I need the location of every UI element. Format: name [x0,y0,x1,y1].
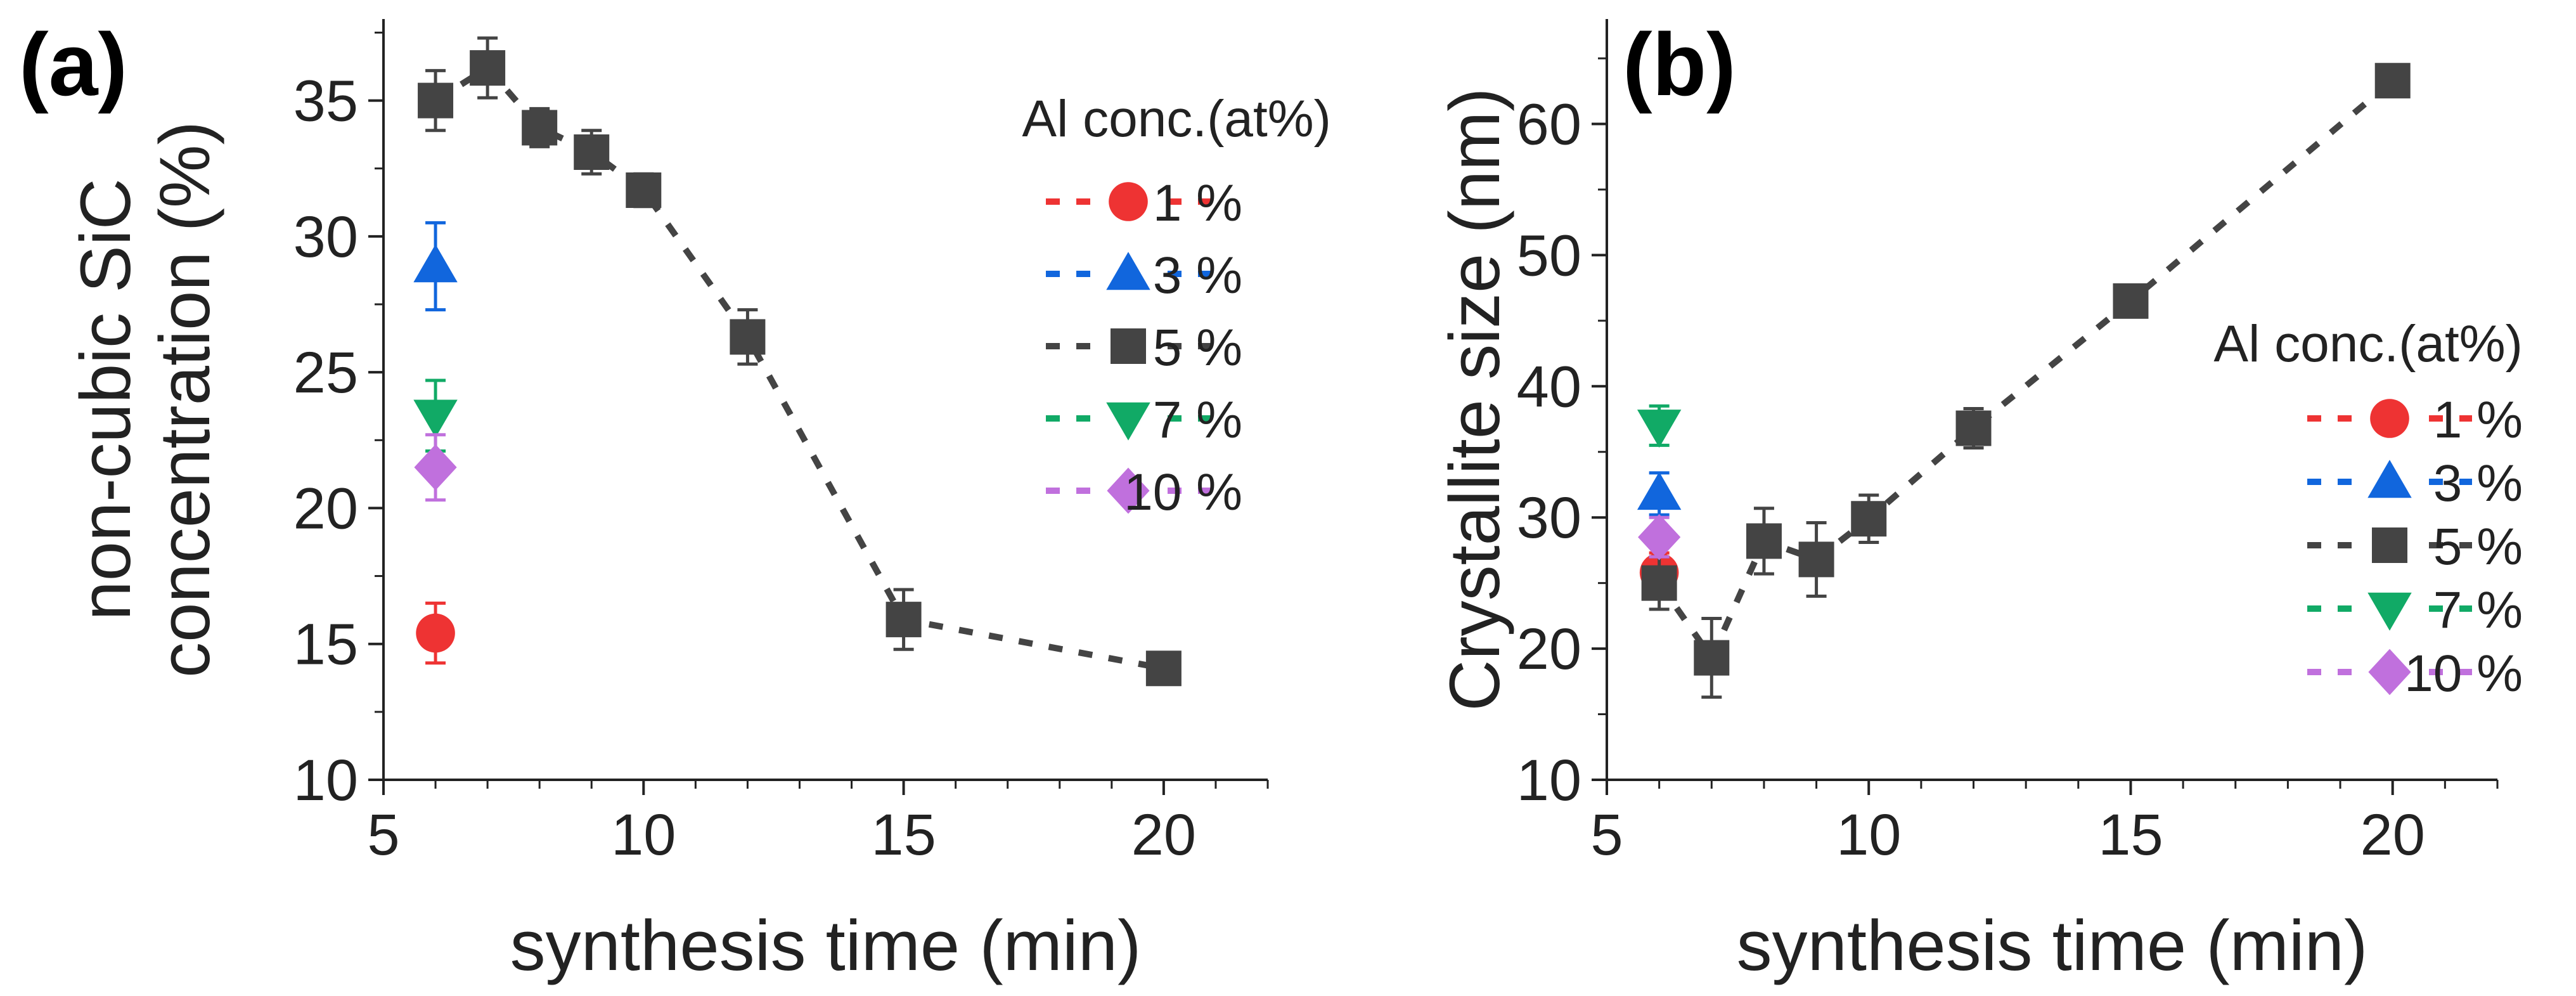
panel-b-data-point [2374,63,2411,99]
panel-a-x-tick-label: 15 [871,803,936,867]
panel-b-legend-label: 1 % [2433,391,2523,449]
panel-a-legend-label: 1 % [1153,174,1242,232]
panel-b-data-point [1746,523,1782,559]
panel-b-data-point [1637,472,1682,510]
panel-a-data-point [414,444,457,491]
panel-a-series-3 [413,221,458,312]
panel-b-y-tick-label: 30 [1517,486,1581,550]
panel-a-data-point [470,50,506,86]
panel-b-data-point [1851,501,1887,537]
panel-a-legend-label: 3 % [1153,247,1242,304]
panel-b-y-tick-label: 60 [1517,93,1581,157]
panel-a-x-tick-label: 20 [1131,803,1196,867]
panel-a-data-point [416,613,455,653]
panel-a-legend-label: 5 % [1153,319,1242,377]
panel-b-legend-label: 5 % [2433,518,2523,576]
panel-b-legend-label: 10 % [2404,645,2523,702]
panel-a-data-point [522,110,558,146]
panel-a-x-tick-label: 5 [367,803,399,867]
panel-a-legend-marker [1106,252,1150,290]
panel-a-series-line [434,63,1164,672]
panel-a-legend-marker [1107,467,1150,514]
panel-b-data-point [1798,541,1834,578]
panel-b-series-line [1656,78,2395,664]
panel-b-series-10 [1638,514,1681,560]
panel-b-series-5 [1641,63,2411,699]
panel-b-legend-marker [2368,649,2411,695]
panel-a-data-point [418,82,454,119]
panel-b-legend-marker [2372,527,2407,563]
panel-b-y-tick-label: 20 [1517,617,1581,682]
panel-b-y-tick-label: 50 [1517,223,1581,288]
panel-a-legend-marker [1109,182,1148,221]
panel-b-series-7 [1637,404,1682,448]
panel-b-x-tick-label: 10 [1836,803,1901,867]
panel-a-panel-label: (a) [19,15,127,114]
panel-a-legend-marker [1106,402,1150,441]
panel-b-y-tick-label: 10 [1517,748,1581,813]
panel-a-data-point [574,134,610,170]
panel-a-data-point [413,244,458,283]
panel-a-y-tick-label: 35 [293,69,358,134]
panel-a-legend-label: 10 % [1124,463,1242,521]
panel-b-panel-label: (b) [1623,15,1736,114]
panel-a-y-tick-label: 30 [293,205,358,269]
panel-b-legend-marker [2367,460,2412,498]
panel-a-y-tick-label: 15 [293,612,358,677]
panel-b-legend-marker [2367,592,2412,631]
panel-a-legend-marker [1111,328,1146,364]
panel-a-data-point [413,399,458,438]
panel-a-data-point [886,602,922,638]
panel-b-x-axis-label: synthesis time (min) [1737,906,2368,985]
panel-b-data-point [2113,283,2149,319]
panel-b-data-point [1637,410,1682,448]
panel-b-x-tick-label: 20 [2360,803,2425,867]
panel-a-y-tick-label: 10 [293,748,358,813]
panel-a-legend: Al conc.(at%) 1 % 3 % 5 % 7 % 10 % [1022,90,1331,521]
panel-b-legend-label: 7 % [2433,581,2523,639]
panel-b-x-tick-label: 15 [2098,803,2163,867]
panel-b-data-point [1955,410,1992,446]
panel-b-data-point [1694,640,1730,676]
panel-b-legend-title: Al conc.(at%) [2213,315,2523,373]
panel-b-legend: Al conc.(at%) 1 % 3 % 5 %7 % 10 % [2213,315,2523,702]
panel-b-y-tick-label: 40 [1517,354,1581,419]
panel-a-series-1 [416,601,455,665]
panel-a-legend-title: Al conc.(at%) [1022,90,1331,148]
panel-b-legend-label: 3 % [2433,455,2523,512]
panel-b-series-3 [1637,471,1682,517]
panel-b-data-point [1638,514,1681,560]
panel-a-series-10 [414,433,457,502]
panel-a-x-axis-label: synthesis time (min) [510,906,1142,985]
panel-a-data-point [730,319,766,355]
panel-a-legend-label: 7 % [1153,391,1242,449]
panel-a-y-axis-label: non-cubic SiC [66,178,145,620]
panel-b-legend-marker [2370,399,2409,438]
panel-a-y-tick-label: 25 [293,340,358,405]
panel-b-y-axis-label: Crystallite size (nm) [1435,87,1514,711]
panel-a-data-point [626,172,662,208]
panel-b-x-tick-label: 5 [1590,803,1623,867]
panel-a-y-tick-label: 20 [293,476,358,541]
panel-b-data-point [1641,565,1677,601]
panel-a-series-5 [418,36,1182,687]
panel-a-data-point [1145,650,1182,687]
panel-a-y-axis-label: concentration (%) [145,121,224,678]
panel-a-x-tick-label: 10 [611,803,676,867]
